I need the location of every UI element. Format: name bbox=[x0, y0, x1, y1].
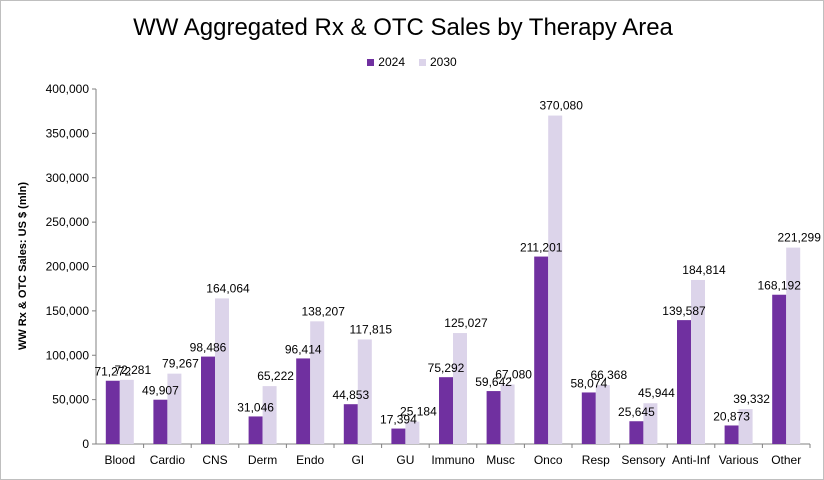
bar-2030 bbox=[500, 384, 515, 444]
chart-legend: 2024 2030 bbox=[0, 54, 824, 70]
legend-swatch-2024 bbox=[367, 58, 375, 66]
bar-2024 bbox=[248, 416, 263, 444]
x-tick-label: Blood bbox=[104, 453, 135, 467]
y-tick-label: 250,000 bbox=[46, 215, 90, 229]
data-label-2030: 370,080 bbox=[540, 99, 584, 113]
bar-2030 bbox=[215, 298, 229, 444]
y-tick-label: 0 bbox=[82, 437, 89, 451]
bar-2030 bbox=[405, 421, 420, 444]
bar-2024 bbox=[772, 294, 787, 444]
data-label-2024: 58,074 bbox=[570, 376, 607, 390]
x-tick-label: Sensory bbox=[621, 453, 665, 467]
x-tick-label: Derm bbox=[248, 453, 277, 467]
x-tick-label: GU bbox=[396, 453, 414, 467]
bar-2030 bbox=[786, 247, 801, 444]
data-label-2024: 71,272 bbox=[94, 365, 131, 379]
bar-2030 bbox=[119, 379, 134, 444]
y-tick-label: 100,000 bbox=[46, 348, 90, 362]
bar-2030 bbox=[453, 333, 467, 444]
bar-2024 bbox=[629, 421, 644, 444]
bar-2024 bbox=[201, 356, 215, 444]
bar-2024 bbox=[296, 358, 311, 444]
data-label-2024: 75,292 bbox=[428, 361, 465, 375]
data-label-2030: 67,080 bbox=[495, 367, 532, 381]
data-label-2030: 45,944 bbox=[638, 386, 675, 400]
x-tick-label: CNS bbox=[202, 453, 227, 467]
x-tick-label: Various bbox=[719, 453, 759, 467]
bar-2024 bbox=[581, 392, 596, 444]
legend-label-2024: 2024 bbox=[378, 55, 405, 69]
data-label-2030: 164,064 bbox=[206, 281, 250, 295]
x-tick-label: Anti-Inf bbox=[672, 453, 711, 467]
legend-swatch-2030 bbox=[419, 58, 426, 66]
bar-2030 bbox=[738, 409, 753, 444]
bar-2030 bbox=[691, 279, 705, 444]
data-label-2030: 184,814 bbox=[682, 263, 726, 277]
y-tick-label: 150,000 bbox=[46, 304, 90, 318]
y-tick-label: 300,000 bbox=[46, 171, 90, 185]
data-label-2030: 138,207 bbox=[302, 304, 346, 318]
y-tick-label: 400,000 bbox=[46, 82, 90, 96]
data-label-2030: 79,267 bbox=[162, 357, 199, 371]
data-label-2024: 211,201 bbox=[520, 241, 563, 255]
x-tick-label: Musc bbox=[486, 453, 515, 467]
x-tick-label: Other bbox=[771, 453, 801, 467]
data-label-2030: 39,332 bbox=[733, 392, 770, 406]
bar-2024 bbox=[724, 425, 739, 444]
bar-2030 bbox=[262, 386, 277, 444]
bar-2030 bbox=[310, 321, 325, 444]
data-label-2024: 49,907 bbox=[142, 384, 179, 398]
bar-2030 bbox=[643, 403, 658, 444]
legend-item-2030: 2030 bbox=[419, 55, 457, 69]
y-axis-title: WW Rx & OTC Sales: US $ (mln) bbox=[17, 182, 29, 350]
bar-2030 bbox=[357, 339, 372, 444]
data-label-2024: 59,642 bbox=[475, 375, 512, 389]
data-label-2030: 66,368 bbox=[590, 368, 627, 382]
data-label-2024: 96,414 bbox=[285, 342, 322, 356]
bar-2024 bbox=[534, 256, 549, 444]
bar-2030 bbox=[595, 385, 610, 444]
y-tick-label: 50,000 bbox=[52, 393, 89, 407]
data-label-2024: 44,853 bbox=[332, 388, 369, 402]
data-label-2024: 20,873 bbox=[713, 409, 750, 423]
x-tick-label: Onco bbox=[534, 453, 563, 467]
bar-2024 bbox=[343, 404, 358, 444]
bar-2024 bbox=[105, 380, 120, 444]
data-label-2024: 31,046 bbox=[237, 400, 274, 414]
chart-title: WW Aggregated Rx & OTC Sales by Therapy … bbox=[133, 14, 673, 41]
x-tick-label: Endo bbox=[296, 453, 324, 467]
x-tick-label: GI bbox=[351, 453, 364, 467]
data-label-2030: 72,281 bbox=[114, 363, 151, 377]
plot-area: 0 50,000 100,000 150,000 200,000 250,000 300,0… bbox=[46, 82, 822, 467]
data-label-2030: 221,299 bbox=[778, 231, 822, 245]
bar-2024 bbox=[486, 391, 501, 444]
data-label-2030: 25,184 bbox=[400, 405, 437, 419]
data-label-2030: 117,815 bbox=[350, 322, 393, 336]
data-label-2030: 125,027 bbox=[444, 316, 488, 330]
bar-2024 bbox=[391, 428, 406, 444]
y-tick-label: 350,000 bbox=[46, 126, 90, 140]
data-label-2024: 168,192 bbox=[758, 279, 802, 293]
data-label-2024: 139,587 bbox=[662, 304, 706, 318]
legend-label-2030: 2030 bbox=[430, 55, 457, 69]
data-label-2024: 17,394 bbox=[380, 413, 417, 427]
bar-2030 bbox=[167, 373, 182, 444]
legend-item-2024: 2024 bbox=[367, 55, 405, 69]
x-tick-label: Resp bbox=[582, 453, 610, 467]
bar-2024 bbox=[153, 399, 168, 444]
data-label-2030: 65,222 bbox=[257, 369, 294, 383]
bar-2030 bbox=[548, 115, 563, 444]
x-tick-label: Immuno bbox=[431, 453, 475, 467]
data-label-2024: 25,645 bbox=[618, 405, 655, 419]
data-label-2024: 98,486 bbox=[190, 341, 227, 355]
y-tick-label: 200,000 bbox=[46, 260, 90, 274]
x-tick-label: Cardio bbox=[150, 453, 186, 467]
bar-2024 bbox=[677, 320, 691, 444]
bar-2024 bbox=[439, 377, 453, 444]
